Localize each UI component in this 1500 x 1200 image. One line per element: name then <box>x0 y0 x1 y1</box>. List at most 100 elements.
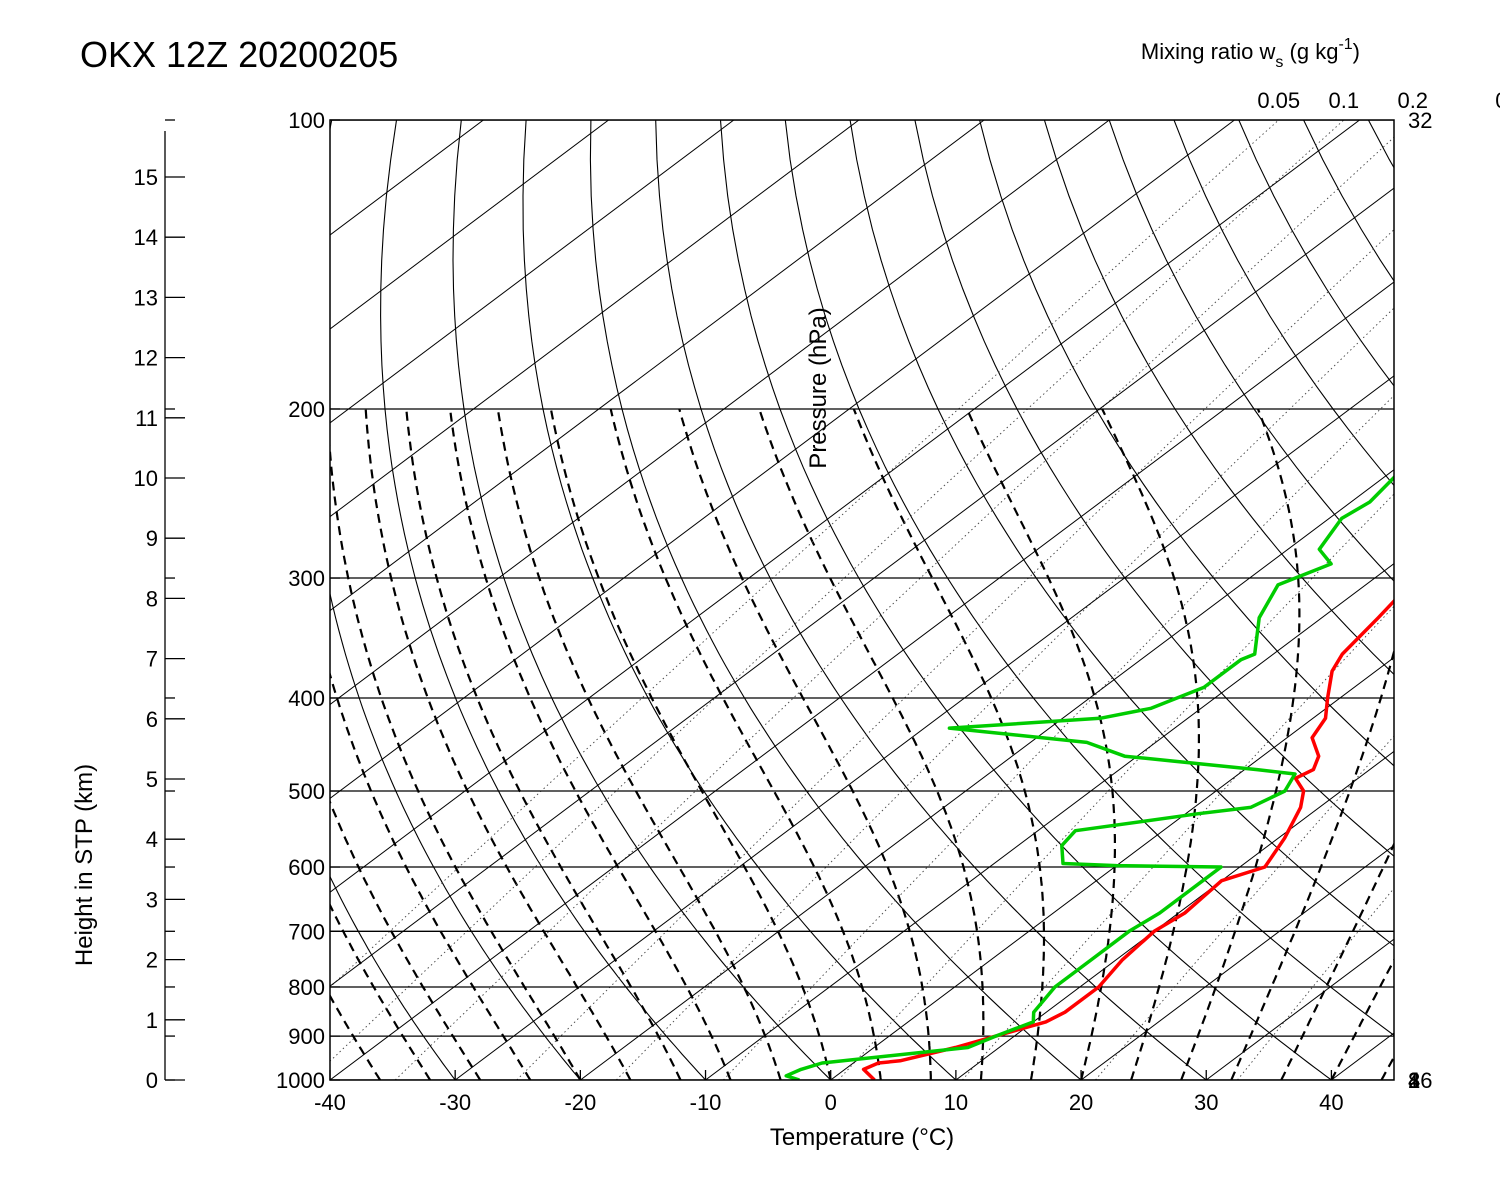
mixing-ratio-right-label: 32 <box>1408 108 1432 133</box>
dry-adiabat <box>1238 120 1394 387</box>
pressure-axis: 100 200 300 400 500 600 700 800 900 1000 <box>276 108 340 1093</box>
isotherm <box>1331 1032 1394 1080</box>
height-tick-label: 15 <box>134 165 158 190</box>
dry-adiabat <box>522 120 957 1080</box>
isotherm <box>955 750 1394 1080</box>
temperature-line <box>861 598 1394 1080</box>
mixing-ratio-right-label: 16 <box>1408 1068 1432 1093</box>
mixing-ratio-line <box>961 605 1394 1080</box>
pressure-tick-label: 500 <box>288 779 325 804</box>
mixing-ratio-right-label: 4 <box>1408 1068 1420 1093</box>
dry-adiabat <box>784 120 1394 1036</box>
mixing-ratio-line <box>615 307 1394 1080</box>
isotherm <box>330 120 1110 706</box>
temperature-tick-label: 30 <box>1194 1090 1218 1115</box>
moist-adiabat <box>1280 841 1394 1080</box>
isotherm <box>1205 938 1394 1080</box>
isotherm <box>330 120 609 330</box>
chart-title: OKX 12Z 20200205 <box>80 34 398 75</box>
temperature-tick-label: 40 <box>1319 1090 1343 1115</box>
height-tick-label: 8 <box>146 586 158 611</box>
isotherm <box>1080 844 1394 1080</box>
mixing-ratio-line <box>1237 887 1394 1080</box>
isotherm <box>330 120 735 424</box>
height-tick-label: 3 <box>146 887 158 912</box>
mixing-ratio-right-label: 8 <box>1408 1068 1420 1093</box>
height-tick-label: 14 <box>134 225 158 250</box>
height-tick-label: 7 <box>146 647 158 672</box>
dry-adiabat <box>589 120 1082 1080</box>
moist-adiabat <box>1101 408 1200 1080</box>
height-axis-title: Height in STP (km) <box>71 764 98 966</box>
dry-adiabat <box>1303 120 1394 282</box>
height-tick-label: 4 <box>146 827 158 852</box>
height-tick-label: 9 <box>146 526 158 551</box>
temperature-tick-label: -30 <box>439 1090 471 1115</box>
dry-adiabat <box>380 120 706 1080</box>
height-tick-label: 0 <box>146 1068 158 1093</box>
temperature-tick-label: 20 <box>1069 1090 1093 1115</box>
mixing-ratio-lines <box>330 120 1394 1080</box>
dry-adiabat <box>330 120 581 1080</box>
dewpoint-line <box>784 475 1394 1080</box>
dry-adiabat <box>1173 120 1394 487</box>
mixing-ratio-top-labels: 0.050.10.20.51 <box>1257 88 1500 113</box>
plot-area <box>330 120 1500 1080</box>
temperature-tick-label: -20 <box>564 1090 596 1115</box>
isotherm <box>330 187 1394 987</box>
height-tick-label: 5 <box>146 767 158 792</box>
moist-adiabat <box>1380 1054 1394 1080</box>
moist-adiabat <box>609 408 882 1080</box>
pressure-tick-label: 200 <box>288 397 325 422</box>
mixing-ratio-label: Mixing ratio ws (g kg-1) <box>1141 36 1360 71</box>
x-axis-title: Temperature (°C) <box>770 1124 954 1151</box>
mixing-ratio-top-label: 0.05 <box>1257 88 1300 113</box>
mixing-ratio-line <box>1095 735 1394 1080</box>
moist-adiabat <box>1230 647 1394 1080</box>
mixing-ratio-line <box>330 120 1280 988</box>
pressure-tick-label: 100 <box>288 108 325 133</box>
mixing-ratio-header: Mixing ratio ws (g kg-1) <box>1141 36 1360 71</box>
dry-adiabat <box>1367 120 1394 169</box>
isotherm <box>580 469 1394 1080</box>
height-tick-label: 10 <box>134 466 158 491</box>
pressure-tick-label: 1000 <box>276 1068 325 1093</box>
moist-adiabat <box>1180 408 1301 1080</box>
moist-adiabat <box>678 408 932 1080</box>
isotherms <box>330 120 1500 1080</box>
dry-adiabat <box>1043 120 1394 676</box>
height-tick-label: 2 <box>146 948 158 973</box>
moist-adiabat <box>496 408 782 1080</box>
height-tick-label: 6 <box>146 707 158 732</box>
temperature-tick-label: 0 <box>825 1090 837 1115</box>
mixing-ratio-right-label: 2 <box>1408 1068 1420 1093</box>
pressure-tick-label: 300 <box>288 566 325 591</box>
isotherm <box>330 281 1394 1080</box>
isotherm <box>330 120 1360 893</box>
mixing-ratio-line <box>394 136 1394 1080</box>
mixing-ratio-line <box>330 120 1345 1062</box>
pressure-axis-title: Pressure (hPa) <box>805 307 832 468</box>
height-tick-label: 11 <box>135 406 158 431</box>
dry-adiabat <box>655 120 1207 1080</box>
isotherm <box>830 656 1394 1080</box>
dry-adiabat <box>849 120 1394 947</box>
mixing-ratio-top-label: 0.2 <box>1397 88 1428 113</box>
temperature-tick-label: -10 <box>690 1090 722 1115</box>
isotherm <box>1457 120 1500 1080</box>
height-tick-label: 1 <box>146 1008 158 1033</box>
temperature-axis: -40 -30 -20 -10 0 10 20 30 40 <box>314 1070 1344 1115</box>
isotherm <box>330 120 1235 800</box>
plot-frame <box>329 119 1395 1081</box>
dry-adiabat <box>1108 120 1394 582</box>
dry-adiabat <box>330 875 456 1080</box>
moist-adiabats <box>330 408 1394 1080</box>
temperature-tick-label: -40 <box>314 1090 346 1115</box>
mixing-ratio-top-label: 0.1 <box>1328 88 1359 113</box>
moist-adiabat <box>330 437 582 1080</box>
sounding-series <box>784 475 1394 1080</box>
dry-adiabats <box>330 120 1394 1080</box>
